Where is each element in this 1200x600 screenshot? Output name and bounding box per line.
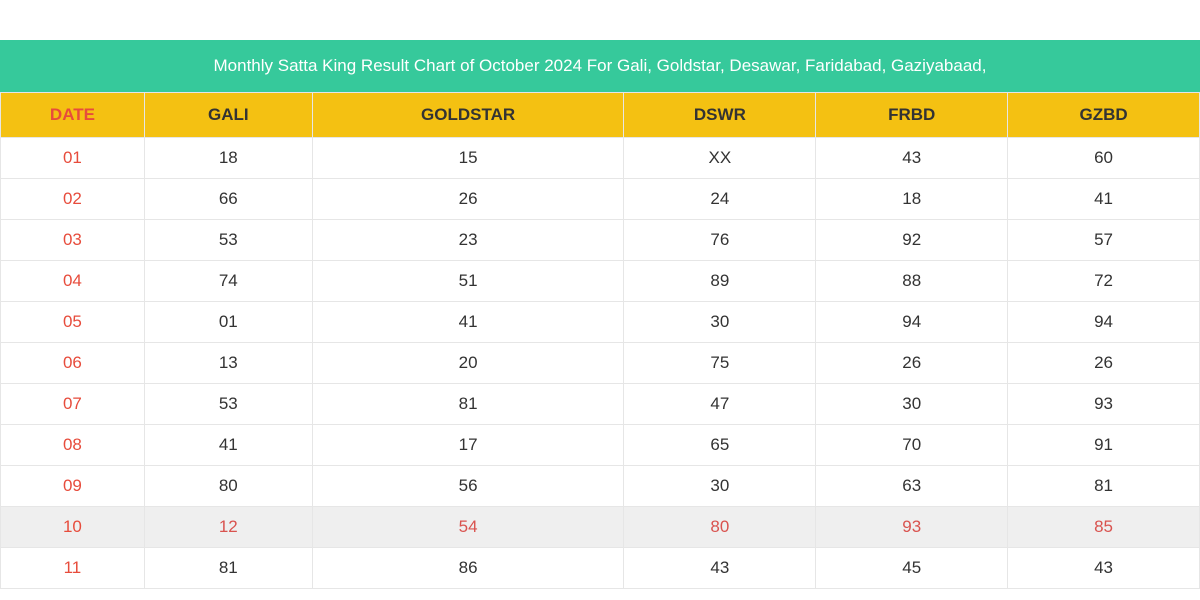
cell-frbd: 88 bbox=[816, 261, 1008, 302]
cell-frbd: 45 bbox=[816, 548, 1008, 589]
cell-frbd: 26 bbox=[816, 343, 1008, 384]
cell-date: 08 bbox=[1, 425, 145, 466]
cell-gali: 53 bbox=[144, 220, 312, 261]
cell-date: 09 bbox=[1, 466, 145, 507]
col-header-gali: GALI bbox=[144, 93, 312, 138]
cell-frbd: 63 bbox=[816, 466, 1008, 507]
cell-gzbd: 81 bbox=[1008, 466, 1200, 507]
cell-gzbd: 72 bbox=[1008, 261, 1200, 302]
cell-date: 02 bbox=[1, 179, 145, 220]
cell-gali: 66 bbox=[144, 179, 312, 220]
cell-frbd: 30 bbox=[816, 384, 1008, 425]
cell-goldstar: 86 bbox=[312, 548, 624, 589]
cell-date: 07 bbox=[1, 384, 145, 425]
cell-gzbd: 93 bbox=[1008, 384, 1200, 425]
cell-dswr: 24 bbox=[624, 179, 816, 220]
table-row: 047451898872 bbox=[1, 261, 1200, 302]
cell-gali: 41 bbox=[144, 425, 312, 466]
cell-gali: 80 bbox=[144, 466, 312, 507]
cell-dswr: XX bbox=[624, 138, 816, 179]
cell-goldstar: 15 bbox=[312, 138, 624, 179]
col-header-dswr: DSWR bbox=[624, 93, 816, 138]
cell-dswr: 47 bbox=[624, 384, 816, 425]
cell-gali: 01 bbox=[144, 302, 312, 343]
cell-gali: 53 bbox=[144, 384, 312, 425]
table-header-row: DATEGALIGOLDSTARDSWRFRBDGZBD bbox=[1, 93, 1200, 138]
cell-dswr: 43 bbox=[624, 548, 816, 589]
cell-goldstar: 26 bbox=[312, 179, 624, 220]
cell-goldstar: 17 bbox=[312, 425, 624, 466]
table-row: 084117657091 bbox=[1, 425, 1200, 466]
cell-dswr: 76 bbox=[624, 220, 816, 261]
table-row: 118186434543 bbox=[1, 548, 1200, 589]
col-header-frbd: FRBD bbox=[816, 93, 1008, 138]
cell-frbd: 43 bbox=[816, 138, 1008, 179]
cell-gzbd: 60 bbox=[1008, 138, 1200, 179]
cell-date: 04 bbox=[1, 261, 145, 302]
cell-gzbd: 41 bbox=[1008, 179, 1200, 220]
cell-goldstar: 20 bbox=[312, 343, 624, 384]
cell-frbd: 93 bbox=[816, 507, 1008, 548]
cell-gzbd: 26 bbox=[1008, 343, 1200, 384]
cell-frbd: 94 bbox=[816, 302, 1008, 343]
cell-goldstar: 56 bbox=[312, 466, 624, 507]
table-row: 061320752626 bbox=[1, 343, 1200, 384]
cell-goldstar: 54 bbox=[312, 507, 624, 548]
cell-gzbd: 43 bbox=[1008, 548, 1200, 589]
cell-dswr: 65 bbox=[624, 425, 816, 466]
cell-dswr: 30 bbox=[624, 302, 816, 343]
table-row: 098056306381 bbox=[1, 466, 1200, 507]
table-row: 035323769257 bbox=[1, 220, 1200, 261]
cell-goldstar: 41 bbox=[312, 302, 624, 343]
cell-dswr: 75 bbox=[624, 343, 816, 384]
cell-goldstar: 23 bbox=[312, 220, 624, 261]
cell-goldstar: 81 bbox=[312, 384, 624, 425]
cell-gali: 81 bbox=[144, 548, 312, 589]
cell-gzbd: 85 bbox=[1008, 507, 1200, 548]
cell-gzbd: 57 bbox=[1008, 220, 1200, 261]
cell-gali: 18 bbox=[144, 138, 312, 179]
cell-frbd: 18 bbox=[816, 179, 1008, 220]
table-body: 011815XX43600266262418410353237692570474… bbox=[1, 138, 1200, 589]
table-row: 050141309494 bbox=[1, 302, 1200, 343]
cell-gali: 74 bbox=[144, 261, 312, 302]
cell-gzbd: 94 bbox=[1008, 302, 1200, 343]
cell-dswr: 30 bbox=[624, 466, 816, 507]
cell-date: 01 bbox=[1, 138, 145, 179]
cell-frbd: 70 bbox=[816, 425, 1008, 466]
cell-date: 06 bbox=[1, 343, 145, 384]
table-row: 075381473093 bbox=[1, 384, 1200, 425]
cell-dswr: 80 bbox=[624, 507, 816, 548]
cell-gzbd: 91 bbox=[1008, 425, 1200, 466]
cell-gali: 13 bbox=[144, 343, 312, 384]
chart-title-banner: Monthly Satta King Result Chart of Octob… bbox=[0, 40, 1200, 92]
cell-gali: 12 bbox=[144, 507, 312, 548]
cell-date: 11 bbox=[1, 548, 145, 589]
col-header-date: DATE bbox=[1, 93, 145, 138]
cell-dswr: 89 bbox=[624, 261, 816, 302]
table-row: 011815XX4360 bbox=[1, 138, 1200, 179]
table-row: 026626241841 bbox=[1, 179, 1200, 220]
col-header-gzbd: GZBD bbox=[1008, 93, 1200, 138]
cell-date: 05 bbox=[1, 302, 145, 343]
result-table: DATEGALIGOLDSTARDSWRFRBDGZBD 011815XX436… bbox=[0, 92, 1200, 589]
cell-date: 03 bbox=[1, 220, 145, 261]
cell-frbd: 92 bbox=[816, 220, 1008, 261]
col-header-goldstar: GOLDSTAR bbox=[312, 93, 624, 138]
cell-date: 10 bbox=[1, 507, 145, 548]
table-row: 101254809385 bbox=[1, 507, 1200, 548]
page-wrap: Monthly Satta King Result Chart of Octob… bbox=[0, 0, 1200, 589]
cell-goldstar: 51 bbox=[312, 261, 624, 302]
